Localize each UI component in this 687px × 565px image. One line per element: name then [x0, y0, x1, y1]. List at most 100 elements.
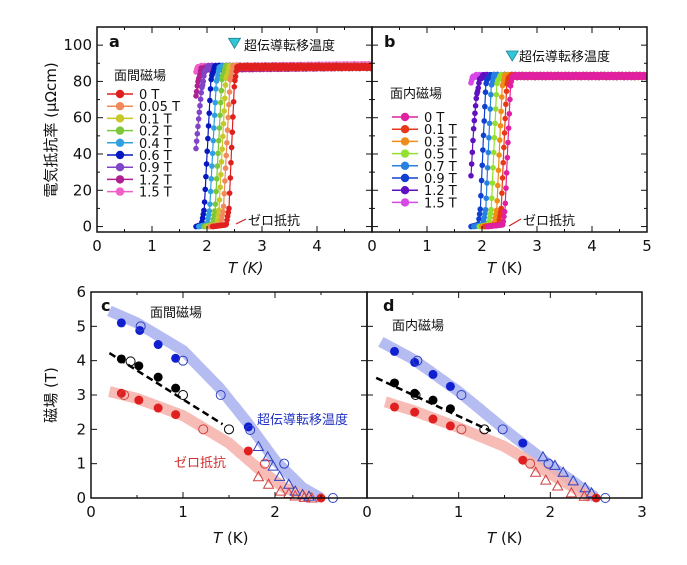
legend-item: 1.5 T [107, 186, 172, 201]
data-point [428, 414, 438, 424]
y-tick-label: 4 [76, 352, 86, 370]
data-point [223, 152, 230, 159]
zero-label-b: ゼロ抵抗 [523, 214, 575, 229]
y-tick-label: 20 [73, 181, 92, 199]
data-point [529, 466, 542, 477]
data-point [479, 162, 486, 169]
data-point [390, 346, 399, 356]
y-tick-label: 80 [73, 72, 92, 90]
data-point [119, 390, 130, 400]
legend-marker [115, 114, 125, 123]
data-point [116, 354, 126, 364]
y-tick-label: 3 [76, 386, 86, 404]
data-point [274, 485, 287, 496]
legend-label: 1.5 T [424, 196, 457, 211]
legend-label: 0.3 T [424, 135, 457, 150]
data-point [503, 101, 509, 108]
data-point [368, 63, 372, 70]
data-point [470, 125, 477, 132]
data-point [171, 353, 181, 363]
data-point [171, 383, 181, 393]
legend-label: 1.2 T [139, 173, 172, 188]
data-point [428, 369, 438, 379]
legend-item: 0 T [392, 111, 444, 126]
legend-marker [115, 138, 125, 147]
guide-band [383, 396, 594, 503]
data-point [222, 82, 229, 88]
data-point [487, 106, 494, 112]
series-0-2-T [201, 62, 372, 230]
data-point [207, 201, 213, 207]
data-point [298, 491, 311, 502]
data-point [212, 201, 219, 207]
legend-marker [115, 102, 125, 111]
data-point [480, 147, 486, 153]
data-point [243, 446, 253, 456]
data-point [567, 474, 580, 486]
data-point [193, 88, 200, 95]
data-point [198, 89, 205, 96]
data-point [193, 93, 199, 99]
data-point [203, 173, 209, 180]
y-tick-label: 100 [63, 36, 92, 54]
data-point [218, 171, 224, 178]
series-0-T [209, 62, 372, 230]
data-point [484, 164, 491, 171]
data-point [178, 390, 188, 400]
x-tick-label: 4 [587, 237, 597, 255]
data-point [492, 106, 499, 112]
field-label-c: 面間磁場 [150, 306, 202, 321]
data-point [206, 208, 213, 214]
data-point [279, 458, 290, 469]
data-point [262, 478, 275, 489]
data-point [252, 470, 265, 482]
data-point [579, 481, 592, 493]
tc-marker-triangle [227, 37, 242, 50]
data-point [209, 163, 215, 169]
y-tick-label: 2 [76, 420, 86, 438]
data-point [503, 185, 509, 191]
data-point [230, 114, 236, 120]
legend-label: 0.5 T [424, 148, 457, 163]
series-0-T [484, 71, 647, 230]
legend-marker [115, 150, 125, 160]
legend-title-a: 面間磁場 [114, 69, 166, 84]
marker-series-open-circle [410, 390, 490, 435]
legend-marker [400, 173, 410, 183]
data-point [267, 460, 280, 471]
data-point [197, 102, 203, 109]
x-tick-label: 0 [92, 237, 102, 255]
legend-item: 1.2 T [392, 184, 457, 199]
data-point [195, 123, 201, 130]
legend-label: 0.9 T [139, 161, 172, 176]
data-point [578, 490, 591, 501]
data-point [208, 175, 215, 182]
data-point [153, 340, 163, 350]
y-tick-label: 40 [73, 145, 92, 163]
marker-series-filled-circle [390, 402, 601, 503]
data-point [484, 180, 490, 186]
data-point [410, 390, 421, 400]
data-point [213, 188, 219, 195]
data-point [485, 149, 492, 156]
x-tick-label: 2 [546, 503, 556, 521]
legend-marker [400, 125, 410, 134]
data-point [220, 203, 227, 210]
legend-label: 0.6 T [139, 149, 172, 164]
x-tick-label: 2 [202, 237, 212, 255]
x-tick-label: 0 [367, 237, 377, 255]
x-axis-label-c: T (K) [213, 529, 248, 547]
data-point [488, 206, 494, 213]
data-point [259, 458, 270, 469]
legend-item: 0.6 T [107, 149, 172, 164]
data-point [478, 177, 485, 184]
data-point [202, 186, 209, 193]
data-point [390, 402, 399, 412]
legend-marker [400, 186, 410, 195]
data-point [585, 486, 598, 498]
data-point [205, 135, 211, 142]
data-point [480, 132, 487, 139]
data-point [498, 108, 504, 115]
data-point [135, 321, 146, 332]
